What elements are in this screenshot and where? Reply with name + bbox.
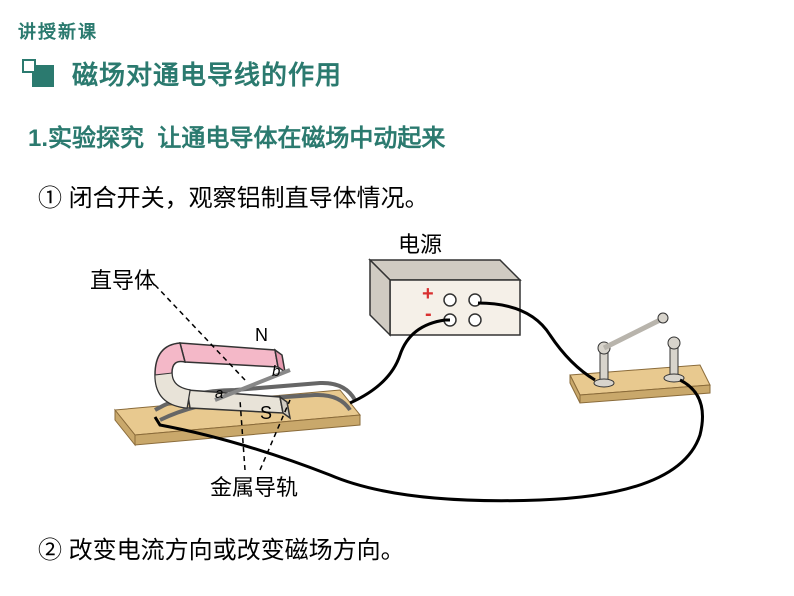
circuit-diagram: 电源 直导体 金属导轨 N S a b + - [60,225,720,515]
label-conductor: 直导体 [90,263,156,295]
label-rail: 金属导轨 [210,470,298,502]
label-minus: - [425,303,432,326]
page-title: 磁场对通电导线的作用 [72,55,342,92]
section-subtitle: 让通电导体在磁场中动起来 [157,125,445,152]
label-b: b [272,363,280,380]
label-a: a [215,385,223,402]
title-icon [20,59,60,89]
section-number: 1. [28,125,48,152]
power-supply [370,260,520,335]
label-power: 电源 [398,227,442,259]
step-1-num: ① [38,185,62,212]
step-2-text: 改变电流方向或改变磁场方向。 [69,537,405,564]
section-heading: 实验探究 [48,125,144,152]
step-2-num: ② [38,537,62,564]
title-bar: 磁场对通电导线的作用 [20,55,342,92]
header-label: 讲授新课 [18,18,98,44]
step-1: ① 闭合开关，观察铝制直导体情况。 [38,178,429,213]
label-N: N [255,325,268,346]
section-title: 1.实验探究 让通电导体在磁场中动起来 [28,118,445,153]
step-2: ② 改变电流方向或改变磁场方向。 [38,530,405,565]
label-S: S [260,403,272,424]
step-1-text: 闭合开关，观察铝制直导体情况。 [69,185,429,212]
